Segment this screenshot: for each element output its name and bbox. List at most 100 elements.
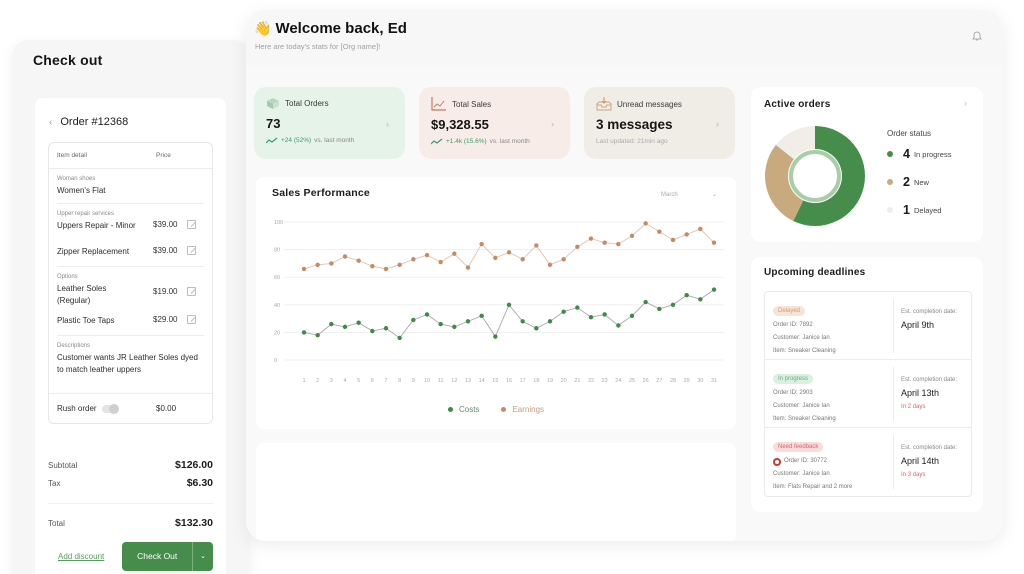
data-point [616, 241, 621, 247]
group-label: Woman shoes [57, 176, 96, 182]
data-point [424, 252, 430, 258]
deadline-details: Delayed Order ID: 7892 Customer: Janice … [773, 299, 889, 358]
x-tick-label: 22 [588, 378, 594, 384]
deadlines-list: Delayed Order ID: 7892 Customer: Janice … [764, 291, 972, 497]
stat-card-unread-messages[interactable]: Unread messages 3 messages Last updated:… [584, 87, 735, 159]
order-status-title: Order status [887, 129, 932, 138]
item-group-options: Options Leather Soles (Regular) $19.00 P… [57, 267, 204, 336]
data-point [479, 313, 484, 319]
y-tick-label: 60 [274, 275, 280, 281]
stat-value: 3 messages [596, 117, 673, 132]
data-point [356, 258, 361, 263]
x-tick-label: 27 [656, 378, 662, 384]
edit-icon[interactable] [187, 220, 196, 229]
x-tick-label: 2 [316, 378, 319, 384]
trend-up-icon [431, 138, 443, 145]
status-label: New [913, 177, 929, 187]
status-badge: Delayed [773, 306, 806, 316]
relative-due: In 2 days [901, 404, 926, 410]
data-point [342, 324, 348, 330]
active-orders-card: Active orders › Order status 4 In progre… [751, 87, 983, 242]
item-detail-header: Item detail [57, 152, 87, 159]
x-tick-label: 18 [533, 378, 539, 384]
x-tick-label: 26 [643, 378, 649, 384]
chevron-right-icon: › [551, 119, 554, 129]
data-point [301, 330, 307, 335]
stat-label-row: Total Orders [266, 97, 393, 110]
checkout-dropdown-chevron-icon[interactable]: ⌄ [200, 553, 206, 560]
status-dot [887, 151, 893, 157]
legend-dot [501, 407, 507, 413]
status-dot [887, 207, 893, 213]
item-name: Leather Soles (Regular) [57, 284, 107, 305]
trend-up-icon [266, 137, 278, 144]
rush-order-toggle[interactable] [101, 403, 119, 414]
data-point [575, 305, 580, 310]
status-badge: Need feedback [773, 442, 824, 452]
item-group-descriptions: Descriptions Customer wants JR Leather S… [57, 336, 204, 382]
back-chevron-icon[interactable]: ‹ [49, 116, 53, 128]
checkout-button[interactable]: Check Out [122, 541, 193, 571]
price-header: Price [156, 152, 171, 159]
x-tick-label: 25 [629, 378, 635, 384]
deadline-item[interactable]: In progress Order ID: 2903 Customer: Jan… [765, 360, 971, 428]
deadline-item[interactable]: Delayed Order ID: 7892 Customer: Janice … [765, 292, 971, 360]
order-id: Order ID: 2903 [773, 390, 813, 396]
subtotal-label: Subtotal [48, 460, 78, 470]
data-point [397, 335, 402, 341]
data-point [383, 326, 389, 331]
edit-icon[interactable] [187, 315, 196, 324]
x-tick-label: 5 [357, 378, 360, 384]
data-point [301, 266, 307, 272]
status-count: 4 [903, 147, 910, 161]
data-point [520, 319, 525, 324]
est-date: April 14th [901, 456, 940, 466]
stat-change-value: +24 (52%) [281, 137, 312, 144]
est-label: Est. completion date: [901, 445, 958, 451]
stat-change-suffix: vs. last month [489, 138, 530, 145]
checkout-panel: Check out ‹ Order #12368 Item detail Pri… [12, 40, 250, 574]
order-description: Customer wants JR Leather Soles dyed to … [57, 353, 198, 374]
data-point [424, 312, 430, 317]
x-tick-label: 21 [574, 378, 580, 384]
data-point [452, 251, 457, 256]
rush-order-row: Rush order $0.00 [49, 393, 212, 423]
relative-due: In 3 days [901, 472, 926, 478]
customer: Customer: Janice Ian [773, 335, 830, 341]
y-tick-label: 80 [274, 248, 280, 254]
x-tick-label: 28 [670, 378, 676, 384]
data-point [657, 229, 662, 234]
waving-hand-icon: 👋 [254, 20, 272, 36]
status-delayed: 1 Delayed [887, 203, 941, 217]
stat-card-total-orders[interactable]: Total Orders 73 +24 (52%) vs. last month… [254, 87, 405, 159]
stat-value: $9,328.55 [431, 117, 489, 132]
line-item: Leather Soles (Regular) $19.00 [57, 283, 204, 315]
dashboard-window: 👋 Welcome back, Ed Here are today's stat… [246, 10, 1003, 541]
stat-card-total-sales[interactable]: Total Sales $9,328.55 +1.4k (15.6%) vs. … [419, 87, 570, 159]
add-discount-link[interactable]: Add discount [58, 551, 105, 561]
est-label: Est. completion date: [901, 309, 958, 315]
x-tick-label: 10 [424, 378, 430, 384]
month-select[interactable]: March ⌄ [656, 187, 722, 202]
rush-order-label: Rush order [57, 404, 97, 413]
tax-row: Tax $6.30 [48, 474, 213, 492]
y-tick-label: 0 [274, 358, 277, 364]
data-point [602, 312, 607, 317]
edit-icon[interactable] [187, 246, 196, 255]
deadline-item[interactable]: Need feedback Order ID: 30772 Customer: … [765, 428, 971, 496]
chevron-right-icon[interactable]: › [964, 98, 967, 108]
data-point [657, 306, 662, 312]
stat-label: Total Sales [452, 99, 492, 109]
x-tick-label: 16 [506, 378, 512, 384]
chevron-right-icon: › [386, 119, 389, 129]
x-tick-label: 17 [520, 378, 526, 384]
item-name: Women's Flat [57, 186, 106, 195]
data-point [329, 321, 334, 327]
edit-icon[interactable] [187, 287, 196, 296]
divider [893, 435, 894, 489]
data-point [534, 243, 539, 248]
data-point [588, 315, 594, 320]
group-label: Upper repair services [57, 211, 115, 217]
bell-icon[interactable] [972, 30, 982, 41]
